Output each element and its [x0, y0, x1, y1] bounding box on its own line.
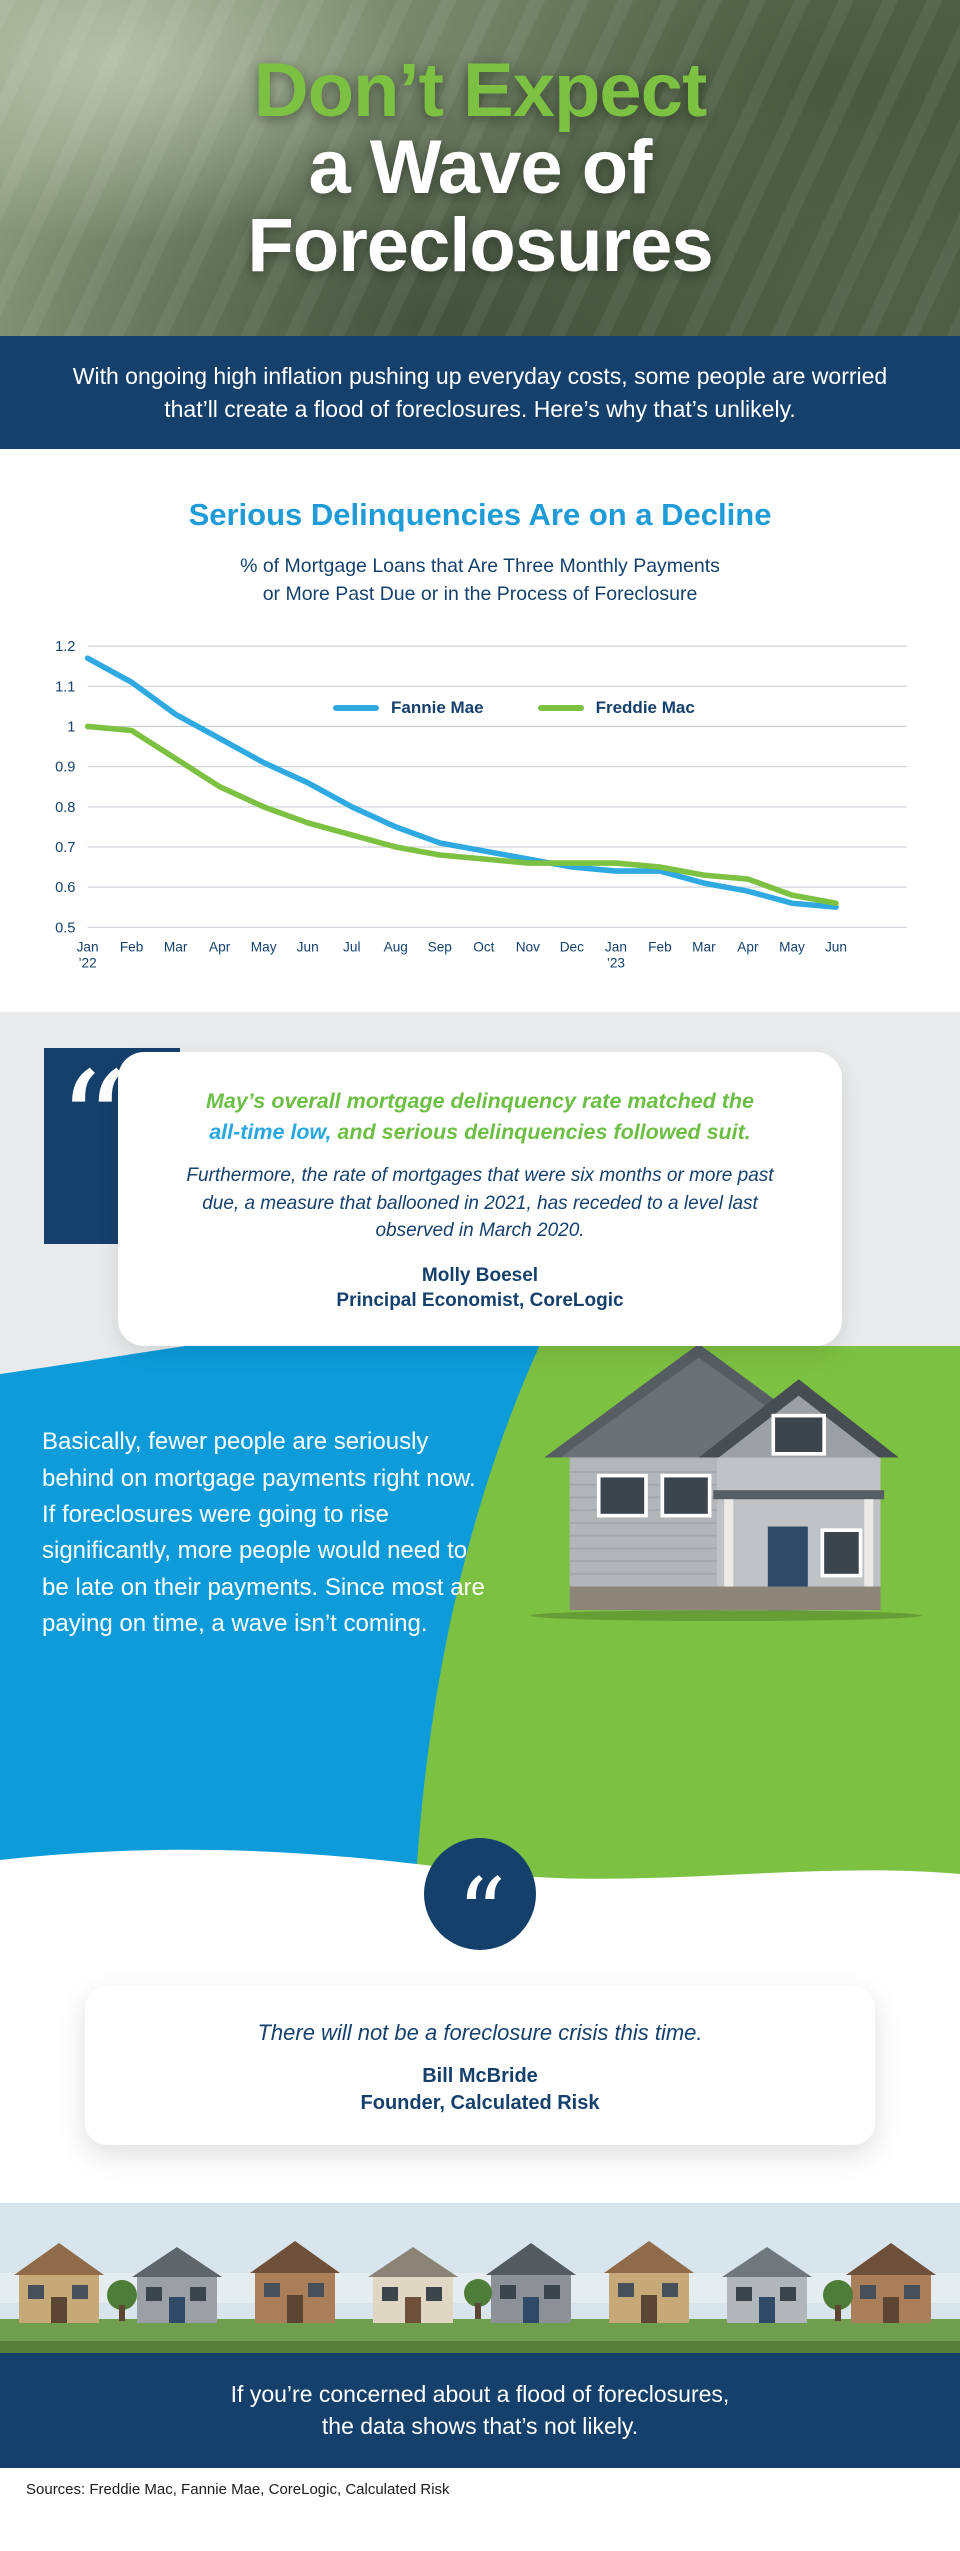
chart-title: Serious Delinquencies Are on a Decline: [188, 497, 772, 533]
hero-title-line2: a Wave of: [308, 125, 653, 211]
quote-mark-icon: “: [456, 1858, 506, 1971]
freddie-mac-legend-label: Freddie Mac: [595, 697, 695, 717]
corelogic-quote-card: May’s overall mortgage delinquency rate …: [118, 1051, 842, 1347]
hero-section: Don’t Expect a Wave of Foreclosures: [0, 0, 960, 336]
delinquency-chart-svg: 0.5 0.6 0.7 0.8 0.9 1 1.1 1.2 Jan ’22 Feb Mar Apr May…: [55, 639, 907, 971]
svg-text:Apr: Apr: [209, 939, 231, 954]
quote-mark-circle: “: [424, 1838, 536, 1971]
sources-footer: Sources: Freddie Mac, Fannie Mae, CoreLo…: [0, 2468, 960, 2514]
intro-text: With ongoing high inflation pushing up e…: [72, 363, 888, 422]
svg-text:Feb: Feb: [120, 939, 144, 954]
svg-text:Jun: Jun: [297, 939, 319, 954]
chart-legend: Fannie Mae Freddie Mac: [333, 698, 695, 718]
quote-highlight-before: May’s overall mortgage delinquency rate …: [205, 1088, 755, 1113]
chart-section: Serious Delinquencies Are on a Decline %…: [0, 449, 960, 1012]
svg-text:May: May: [779, 939, 805, 954]
svg-text:Apr: Apr: [737, 939, 759, 954]
hero-title-line3: Foreclosures: [247, 202, 713, 288]
svg-text:0.8: 0.8: [55, 800, 75, 816]
quote-section-corelogic: “ May’s overall mortgage delinquency rat…: [0, 1011, 960, 1347]
svg-text:0.5: 0.5: [55, 920, 75, 936]
quote-highlight-emphasis: all-time low,: [209, 1119, 332, 1144]
intro-band: With ongoing high inflation pushing up e…: [0, 336, 960, 450]
fannie-mae-line-swatch: [333, 704, 379, 711]
quote-author-title: Principal Economist, CoreLogic: [336, 1290, 624, 1312]
svg-text:Sep: Sep: [428, 939, 453, 954]
svg-text:May: May: [251, 939, 277, 954]
svg-text:Dec: Dec: [560, 939, 584, 954]
quote-highlight: May’s overall mortgage delinquency rate …: [192, 1086, 768, 1148]
neighborhood-photo: [0, 2202, 960, 2353]
explainer-text: Basically, fewer people are seriously be…: [42, 1428, 485, 1638]
svg-text:1.2: 1.2: [55, 639, 75, 655]
quote-author-title: Founder, Calculated Risk: [360, 2091, 600, 2114]
svg-text:Jun: Jun: [825, 939, 847, 954]
chart-subtitle-line1: % of Mortgage Loans that Are Three Month…: [240, 555, 720, 578]
svg-text:Mar: Mar: [164, 939, 188, 954]
closing-band: If you’re concerned about a flood of for…: [0, 2352, 960, 2469]
fannie-mae-legend-label: Fannie Mae: [391, 697, 484, 717]
quote-section-mcbride: “ There will not be a foreclosure crisis…: [0, 1838, 960, 2203]
chart-subtitle-line2: or More Past Due or in the Process of Fo…: [262, 582, 698, 605]
mcbride-quote-card: There will not be a foreclosure crisis t…: [85, 1986, 875, 2145]
svg-text:Jul: Jul: [343, 939, 360, 954]
svg-text:1: 1: [67, 719, 75, 735]
house-photo-illustration: [530, 1343, 922, 1622]
svg-text:0.6: 0.6: [55, 880, 75, 896]
svg-text:Oct: Oct: [473, 939, 494, 954]
svg-text:Jan’23: Jan ’23: [605, 939, 627, 970]
page-title: Don’t Expect a Wave of Foreclosures: [247, 47, 713, 288]
freddie-mac-line-swatch: [537, 704, 584, 711]
svg-text:1.1: 1.1: [55, 679, 75, 695]
quote-attribution: Bill McBride Founder, Calculated Risk: [125, 2063, 835, 2117]
quote-author-name: Bill McBride: [422, 2064, 538, 2087]
legend-item-freddie-mac: Freddie Mac: [537, 697, 695, 718]
chart-subtitle: % of Mortgage Loans that Are Three Month…: [0, 553, 960, 608]
svg-text:Jan’22: Jan ’22: [77, 939, 99, 970]
quote-highlight-after: and serious delinquencies followed suit.: [331, 1119, 751, 1144]
quote-mark-icon: “: [58, 1041, 129, 1203]
quote-text: There will not be a foreclosure crisis t…: [257, 2020, 703, 2046]
quote-attribution: Molly Boesel Principal Economist, CoreLo…: [162, 1263, 798, 1314]
svg-text:Mar: Mar: [692, 939, 716, 954]
delinquency-chart: 0.5 0.6 0.7 0.8 0.9 1 1.1 1.2 Jan ’22 Feb Mar Apr May…: [35, 634, 925, 978]
quote-author-name: Molly Boesel: [421, 1264, 539, 1286]
explainer-section: Basically, fewer people are seriously be…: [0, 1256, 960, 1897]
hero-title-line1: Don’t Expect: [253, 47, 708, 133]
sources-text: Sources: Freddie Mac, Fannie Mae, CoreLo…: [26, 2481, 450, 2499]
quote-body: Furthermore, the rate of mortgages that …: [186, 1165, 774, 1242]
closing-text-line2: the data shows that’s not likely.: [321, 2413, 639, 2440]
svg-text:Nov: Nov: [516, 939, 540, 954]
svg-text:Aug: Aug: [384, 939, 408, 954]
svg-text:0.9: 0.9: [55, 760, 75, 776]
house-row: [14, 2240, 936, 2323]
svg-text:0.7: 0.7: [55, 840, 75, 856]
svg-text:Feb: Feb: [648, 939, 672, 954]
tree-icons: [107, 2278, 853, 2321]
closing-text-line1: If you’re concerned about a flood of for…: [230, 2380, 730, 2407]
legend-item-fannie-mae: Fannie Mae: [333, 698, 484, 718]
